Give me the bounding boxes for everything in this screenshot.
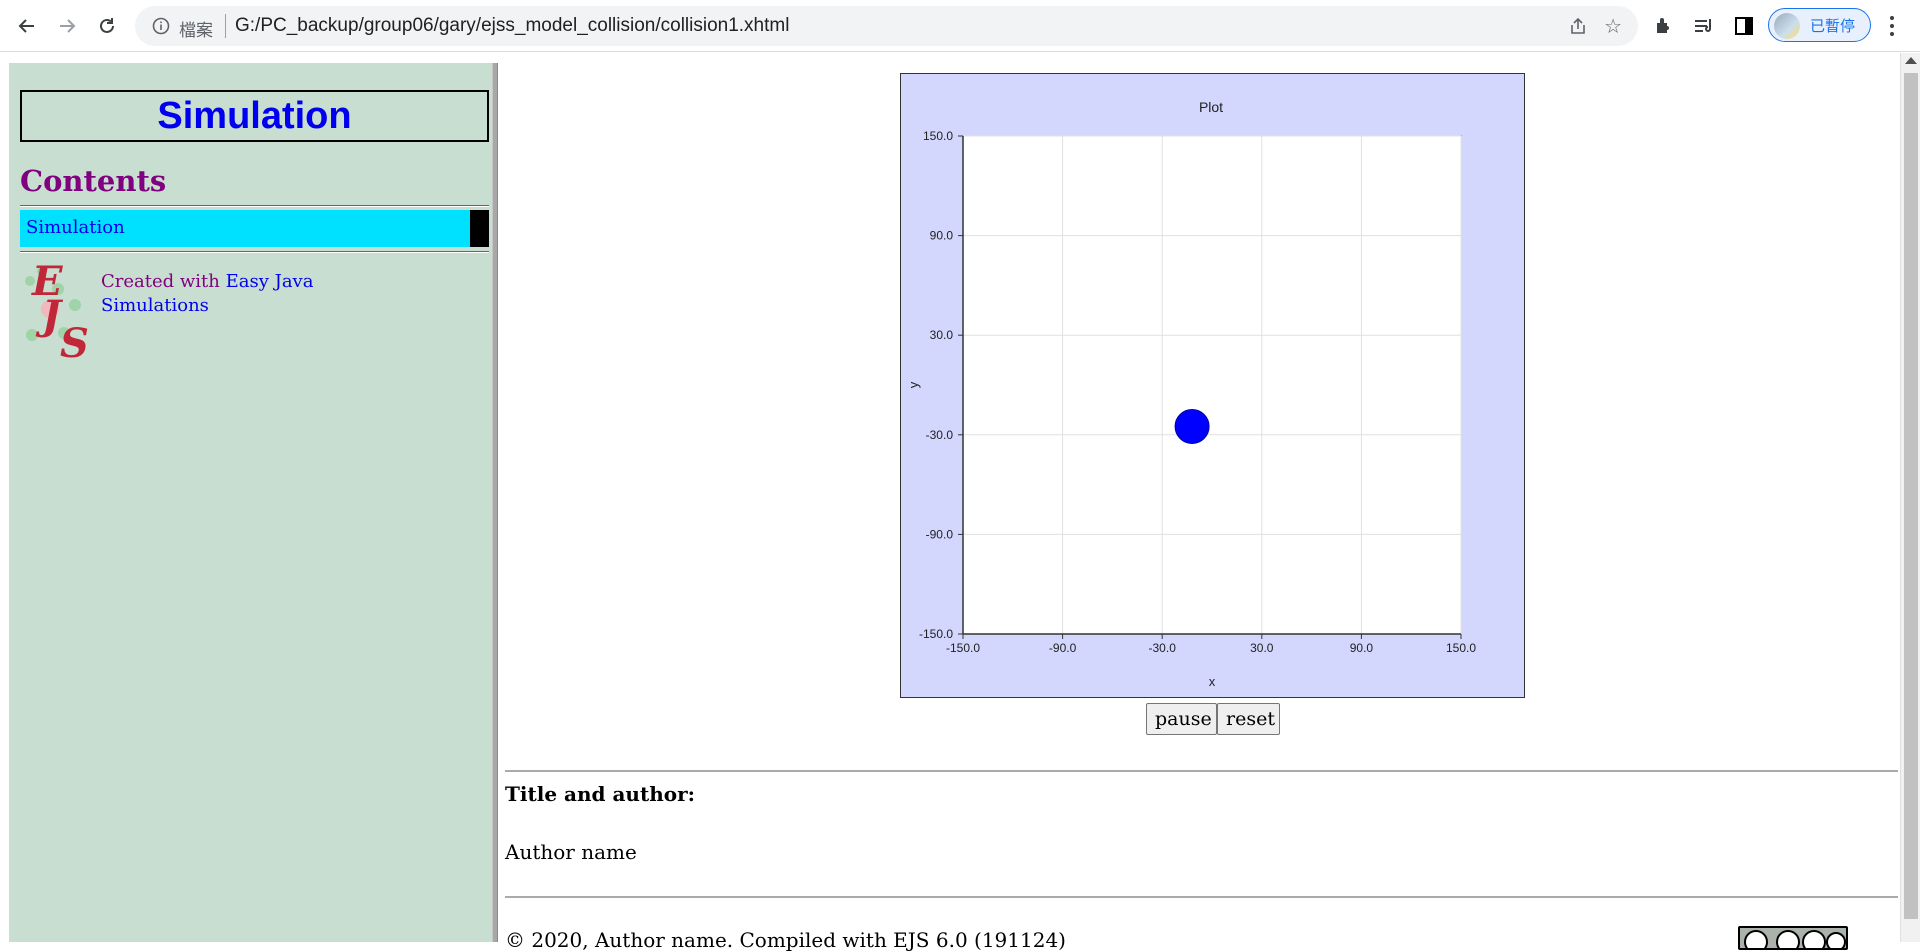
media-controls-icon[interactable] bbox=[1692, 14, 1716, 38]
url-text[interactable]: G:/PC_backup/group06/gary/ejss_model_col… bbox=[235, 15, 790, 36]
y-tick-label: 150.0 bbox=[923, 129, 953, 143]
address-bar[interactable]: 檔案 G:/PC_backup/group06/gary/ejss_model_… bbox=[135, 6, 1638, 46]
plot-chart[interactable]: Plot -150.0 -90.0 -30.0 30.0 90.0 150.0 150.0 9… bbox=[901, 74, 1524, 697]
x-tick-label: 30.0 bbox=[1250, 641, 1274, 655]
avatar bbox=[1774, 13, 1800, 39]
sidebar-title-box: Simulation bbox=[20, 90, 489, 142]
y-tick-label: -150.0 bbox=[919, 627, 953, 641]
forward-arrow-icon[interactable] bbox=[51, 10, 83, 42]
x-tick-label: 90.0 bbox=[1350, 641, 1374, 655]
reload-icon[interactable] bbox=[91, 10, 123, 42]
sidebar-item-marker bbox=[470, 210, 489, 247]
scroll-up-arrow-icon[interactable] bbox=[1905, 57, 1917, 64]
divider bbox=[20, 251, 489, 253]
title-author-heading: Title and author: bbox=[505, 782, 695, 806]
side-panel-icon[interactable] bbox=[1732, 14, 1756, 38]
y-tick-label: 90.0 bbox=[930, 229, 954, 243]
ejs-link[interactable]: Easy Java Simulations bbox=[101, 271, 314, 316]
credit-text: Created with Easy Java Simulations bbox=[101, 270, 341, 318]
divider bbox=[20, 205, 489, 207]
logo-letter-e: E bbox=[31, 258, 63, 305]
plot-title: Plot bbox=[1199, 99, 1223, 115]
star-icon[interactable]: ☆ bbox=[1604, 14, 1622, 38]
y-axis-label: y bbox=[906, 381, 921, 388]
x-axis-label: x bbox=[1209, 674, 1216, 689]
extensions-icon[interactable] bbox=[1652, 14, 1676, 38]
x-tick-label: -90.0 bbox=[1049, 641, 1077, 655]
ejs-logo: E J S bbox=[25, 258, 89, 363]
back-arrow-icon[interactable] bbox=[11, 10, 43, 42]
sidebar-title: Simulation bbox=[157, 94, 352, 137]
credit-prefix: Created with bbox=[101, 271, 226, 292]
x-tick-label: -30.0 bbox=[1149, 641, 1177, 655]
sidebar-item-label[interactable]: Simulation bbox=[26, 217, 125, 238]
sidebar: Simulation Contents Simulation E J S Cre… bbox=[9, 63, 492, 942]
x-tick-label: 150.0 bbox=[1446, 641, 1476, 655]
y-tick-label: 30.0 bbox=[930, 328, 954, 342]
plot-panel: Plot -150.0 -90.0 -30.0 30.0 90.0 150.0 150.0 9… bbox=[900, 73, 1525, 698]
divider bbox=[505, 896, 1898, 898]
y-tick-label: -30.0 bbox=[926, 428, 954, 442]
sidebar-item-simulation[interactable]: Simulation bbox=[20, 210, 489, 247]
logo-letter-s: S bbox=[60, 320, 89, 363]
scroll-thumb[interactable] bbox=[1904, 73, 1918, 919]
pause-button[interactable]: pause bbox=[1146, 703, 1217, 735]
scheme-label: 檔案 bbox=[179, 21, 213, 41]
profile-status-label: 已暫停 bbox=[1810, 17, 1856, 35]
footer-text: © 2020, Author name. Compiled with EJS 6… bbox=[505, 928, 1066, 952]
x-tick-label: -150.0 bbox=[946, 641, 980, 655]
more-menu-icon[interactable] bbox=[1880, 12, 1904, 40]
share-icon[interactable] bbox=[1568, 16, 1588, 36]
info-icon[interactable] bbox=[151, 16, 171, 36]
author-name: Author name bbox=[505, 840, 637, 864]
cc-license-badge[interactable] bbox=[1738, 926, 1848, 952]
page-scrollbar[interactable] bbox=[1900, 53, 1920, 942]
frame-divider[interactable] bbox=[492, 63, 498, 942]
scheme-separator bbox=[225, 14, 226, 38]
reset-button[interactable]: reset bbox=[1217, 703, 1280, 735]
ball-marker bbox=[1174, 409, 1210, 444]
divider bbox=[505, 770, 1898, 772]
plot-area bbox=[962, 135, 1462, 635]
contents-heading: Contents bbox=[20, 164, 167, 198]
browser-toolbar: 檔案 G:/PC_backup/group06/gary/ejss_model_… bbox=[0, 0, 1920, 52]
y-tick-label: -90.0 bbox=[926, 527, 954, 541]
profile-button[interactable]: 已暫停 bbox=[1768, 8, 1871, 42]
